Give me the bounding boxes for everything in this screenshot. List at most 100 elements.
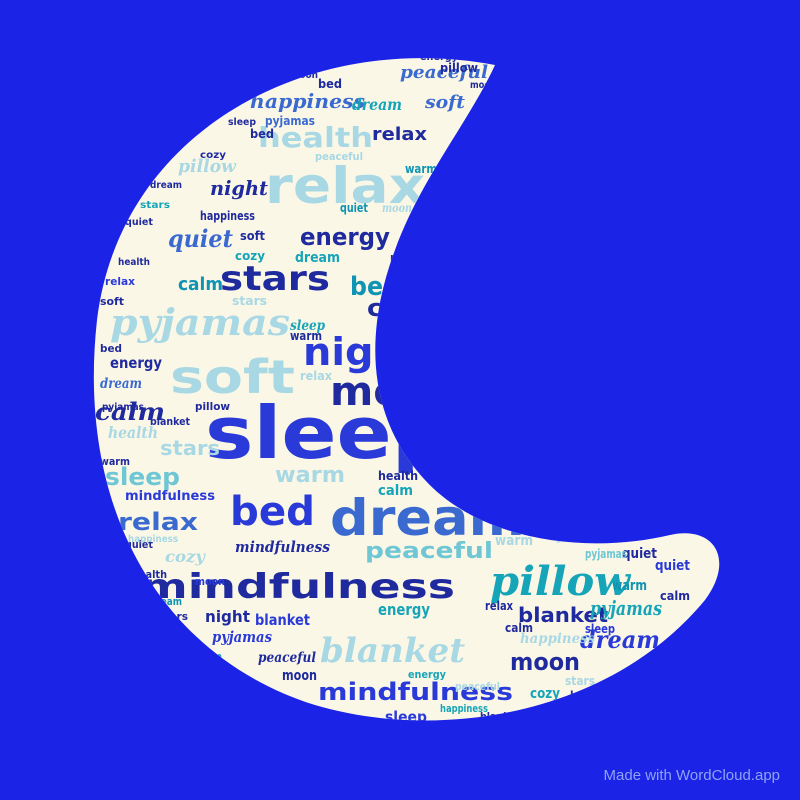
word: happiness xyxy=(520,631,595,647)
word: energy xyxy=(110,354,162,372)
word: soft xyxy=(220,670,244,683)
word: soft xyxy=(170,350,295,404)
word: pyjamas xyxy=(102,402,144,413)
word: relax xyxy=(430,448,465,464)
word: dream xyxy=(150,180,182,191)
word: quiet xyxy=(168,224,233,253)
word: blanket xyxy=(480,467,530,482)
word: health xyxy=(258,121,373,154)
word: dream xyxy=(150,595,182,608)
word: quiet xyxy=(655,558,690,574)
word: pillow xyxy=(440,61,478,75)
word: moon xyxy=(470,80,496,91)
word: warm xyxy=(100,455,130,468)
word: stars xyxy=(220,259,330,299)
word: bed xyxy=(318,77,342,91)
word: cozy xyxy=(530,686,560,702)
word: soft xyxy=(240,229,265,243)
word: mindfulness xyxy=(125,489,215,504)
word: energy xyxy=(420,50,458,63)
word: energy xyxy=(300,223,390,251)
word: relax xyxy=(300,369,332,383)
word: night xyxy=(210,176,269,200)
word: relax xyxy=(265,157,425,215)
word: soft xyxy=(100,295,124,308)
word: dream xyxy=(352,95,402,114)
word: cozy xyxy=(370,42,396,53)
word: pyjamas xyxy=(585,547,627,561)
word: quiet xyxy=(125,538,153,551)
word: pyjamas xyxy=(110,302,290,344)
word: stars xyxy=(140,200,170,211)
word: pillow xyxy=(555,519,623,544)
word: moon xyxy=(330,369,460,415)
word: peaceful xyxy=(365,539,493,564)
word: cozy xyxy=(235,249,265,263)
word: dream xyxy=(100,376,142,392)
word: quiet xyxy=(622,546,657,562)
word: quiet xyxy=(125,217,153,228)
word: calm xyxy=(378,483,413,499)
word: bed xyxy=(250,127,274,141)
word: moon xyxy=(510,648,580,676)
word: calm xyxy=(398,379,426,393)
word: cozy xyxy=(250,690,278,703)
word: bed xyxy=(570,689,592,703)
word: stars xyxy=(160,436,220,460)
word: sleep xyxy=(105,463,180,491)
word: soft xyxy=(465,431,495,447)
word: mindfulness xyxy=(235,538,331,556)
word: health xyxy=(118,257,150,268)
word: warm xyxy=(495,533,533,549)
word: night xyxy=(488,484,518,498)
word: mindfulness xyxy=(140,567,455,607)
word: bed xyxy=(350,272,400,302)
word: night xyxy=(390,251,422,265)
word: pyjamas xyxy=(265,114,315,128)
word: moon xyxy=(195,575,225,588)
word: health xyxy=(238,82,270,93)
word: calm xyxy=(178,274,223,295)
word: happiness xyxy=(250,89,365,113)
word: mindfulness xyxy=(318,678,513,706)
word: soft xyxy=(424,92,466,113)
word: relax xyxy=(470,114,499,125)
word: calm xyxy=(95,397,165,426)
word: warm xyxy=(275,463,345,488)
word: warm xyxy=(290,329,322,343)
word: pyjamas xyxy=(212,628,272,646)
word: stars xyxy=(158,610,188,623)
word: moon xyxy=(290,70,318,81)
word: dream xyxy=(580,625,660,654)
moon-shape xyxy=(93,58,720,721)
word: relax xyxy=(485,599,513,613)
word: happiness xyxy=(440,702,488,715)
word: moon xyxy=(282,668,317,684)
word: peaceful xyxy=(258,650,316,666)
word: pyjamas xyxy=(590,596,662,620)
word: peaceful xyxy=(500,499,545,513)
word: energy xyxy=(408,668,446,681)
word: peaceful xyxy=(400,62,488,83)
word: blanket xyxy=(255,611,310,629)
word: energy xyxy=(378,600,430,619)
word: warm xyxy=(612,578,647,594)
word: warm xyxy=(192,650,222,663)
word: sleep xyxy=(290,318,325,334)
word: quiet xyxy=(340,201,368,215)
word: bed xyxy=(435,361,457,375)
word: relax xyxy=(118,508,199,536)
word: peaceful xyxy=(315,150,363,163)
word: sleep xyxy=(585,622,615,636)
word: health xyxy=(108,423,158,442)
word: blanket xyxy=(518,603,608,627)
word: relax xyxy=(105,275,135,288)
word: sleep xyxy=(228,117,256,128)
word: health xyxy=(132,568,167,581)
word: calm xyxy=(660,589,690,603)
word: quiet xyxy=(430,337,458,351)
word: blanket xyxy=(320,631,465,671)
word: stars xyxy=(565,674,595,688)
